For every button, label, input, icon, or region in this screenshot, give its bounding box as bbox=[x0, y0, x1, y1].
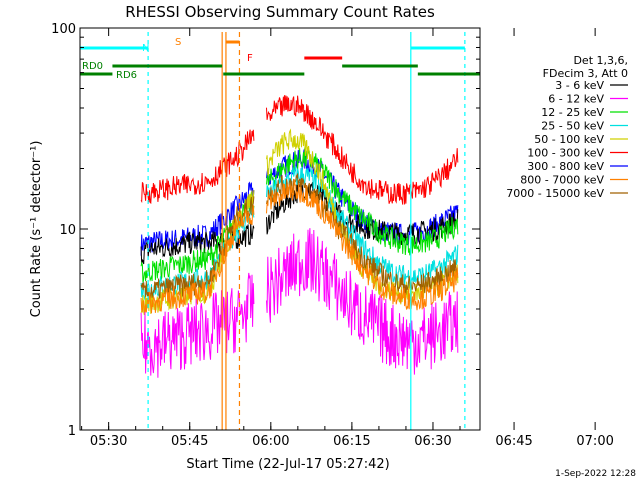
legend-label-7: 800 - 7000 keV bbox=[520, 174, 604, 187]
series-line-8 bbox=[140, 196, 255, 302]
y-tick-label-2: 100 bbox=[51, 22, 76, 37]
series-line-2 bbox=[266, 147, 459, 256]
legend-label-0: 3 - 6 keV bbox=[555, 79, 604, 92]
series-3 bbox=[140, 165, 459, 301]
series-line-3 bbox=[140, 201, 255, 301]
legend-label-4: 50 - 100 keV bbox=[534, 133, 604, 146]
x-axis-ticks: 05:30 05:45 06:00 06:15 06:30 06:45 07:00 bbox=[81, 28, 614, 449]
series-line-7 bbox=[140, 205, 255, 314]
y-axis-ticks: 1 10 100 bbox=[51, 22, 480, 439]
series-line-5 bbox=[140, 129, 255, 205]
legend-label-1: 6 - 12 keV bbox=[548, 93, 604, 106]
state-label-s: S bbox=[175, 37, 181, 48]
series-line-3 bbox=[266, 165, 459, 288]
chart-title: RHESSI Observing Summary Count Rates bbox=[125, 3, 435, 21]
x-tick-label-5: 06:45 bbox=[495, 434, 532, 449]
series-7 bbox=[140, 179, 459, 314]
state-label-rd0: RD0 bbox=[82, 61, 103, 72]
x-tick-label-6: 07:00 bbox=[576, 434, 613, 449]
x-tick-label-2: 06:00 bbox=[252, 434, 289, 449]
x-tick-label-4: 06:30 bbox=[414, 434, 451, 449]
state-label-f: F bbox=[247, 53, 253, 64]
data-lines bbox=[140, 95, 459, 378]
legend-label-8: 7000 - 15000 keV bbox=[506, 187, 604, 200]
series-line-1 bbox=[140, 272, 255, 378]
plot-area: N S F RD0 RD6 bbox=[80, 32, 480, 430]
series-line-7 bbox=[266, 179, 459, 311]
series-1 bbox=[140, 228, 459, 378]
series-line-1 bbox=[266, 228, 459, 375]
footer-date: 1-Sep-2022 12:28 bbox=[555, 469, 636, 479]
y-tick-label-0: 1 bbox=[68, 424, 76, 439]
legend-label-3: 25 - 50 keV bbox=[541, 120, 604, 133]
legend-label-5: 100 - 300 keV bbox=[527, 147, 604, 160]
x-tick-label-1: 05:45 bbox=[171, 434, 208, 449]
state-label-n: N bbox=[142, 43, 149, 54]
x-tick-label-3: 06:15 bbox=[333, 434, 370, 449]
legend-header-0: Det 1,3,6, bbox=[573, 54, 628, 67]
series-line-5 bbox=[266, 95, 459, 205]
legend-header-1: FDecim 3, Att 0 bbox=[543, 67, 628, 80]
series-5 bbox=[140, 95, 459, 205]
legend-label-6: 300 - 800 keV bbox=[527, 160, 604, 173]
x-tick-label-0: 05:30 bbox=[90, 434, 127, 449]
y-tick-label-1: 10 bbox=[59, 223, 76, 238]
x-axis-label: Start Time (22-Jul-17 05:27:42) bbox=[186, 457, 389, 472]
y-axis-label: Count Rate (s⁻¹ detector⁻¹) bbox=[29, 141, 44, 318]
legend-label-2: 12 - 25 keV bbox=[541, 106, 604, 119]
state-label-rd6: RD6 bbox=[116, 70, 137, 81]
